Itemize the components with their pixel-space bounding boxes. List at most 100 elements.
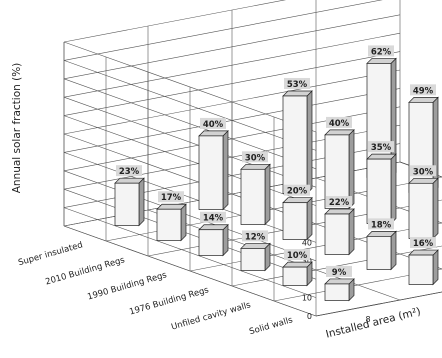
bar-side — [432, 177, 439, 240]
bar: 16% — [408, 237, 439, 286]
bar-top — [198, 224, 229, 231]
data-label: 9% — [332, 268, 347, 278]
bar-top — [282, 197, 313, 204]
bar-front — [366, 236, 392, 270]
bar: 17% — [156, 191, 187, 242]
bar: 18% — [366, 218, 397, 271]
bar-front — [408, 182, 434, 239]
bar: 9% — [324, 265, 355, 302]
floor-gridline — [63, 225, 317, 317]
bar-side — [390, 153, 397, 225]
data-label-bg — [326, 265, 352, 277]
bar: 30% — [240, 151, 271, 226]
bar-front — [408, 254, 434, 285]
bar-top — [114, 177, 145, 184]
bar-side — [390, 230, 397, 271]
data-label: 53% — [287, 80, 308, 90]
data-label: 35% — [371, 143, 392, 153]
bar: 10% — [282, 249, 313, 287]
data-label: 23% — [119, 167, 140, 177]
x-axis-title: Installed area (m²) — [325, 305, 422, 340]
bar-side — [432, 249, 439, 286]
bar-top — [366, 153, 397, 160]
y-tick-label: 10 — [302, 294, 312, 303]
bar-top — [282, 261, 313, 268]
data-label-bg — [116, 165, 142, 177]
data-label-bg — [368, 45, 394, 57]
bar: 14% — [198, 211, 229, 257]
bar-top — [198, 130, 229, 137]
data-label: 40% — [203, 120, 224, 130]
data-label: 16% — [413, 239, 434, 249]
bar-side — [348, 208, 355, 256]
bar-top — [156, 203, 187, 210]
bar-top — [408, 96, 439, 103]
data-label: 30% — [245, 153, 266, 163]
data-label-bg — [284, 249, 310, 261]
floor-gridline — [315, 291, 442, 317]
bar-side — [264, 163, 271, 226]
bar: 30% — [408, 165, 439, 240]
bar-top — [408, 177, 439, 184]
data-label: 49% — [413, 86, 434, 96]
bar-top — [282, 90, 313, 97]
data-label: 30% — [413, 167, 434, 177]
bar: 20% — [282, 184, 313, 241]
data-label-bg — [200, 117, 226, 129]
bar-front — [282, 266, 308, 286]
bar-front — [366, 158, 392, 224]
floor-gridline — [315, 177, 442, 224]
bar-front — [156, 208, 182, 241]
data-label-bg — [410, 84, 436, 96]
bar-top — [240, 243, 271, 249]
data-label: 40% — [329, 119, 350, 129]
bar-top — [324, 129, 355, 136]
bar: 12% — [240, 230, 271, 272]
bar-top — [240, 163, 271, 170]
bar-top — [366, 58, 397, 64]
bar-front — [282, 202, 308, 240]
bar-front — [198, 229, 224, 256]
y-axis-title: Annual solar fraction (%) — [11, 63, 23, 194]
bar-top — [324, 278, 355, 285]
category-label: 1990 Building Regs — [86, 270, 168, 302]
data-label-bg — [242, 230, 268, 242]
data-label-bg — [242, 151, 268, 163]
bar-side — [180, 203, 187, 242]
data-label-bg — [200, 211, 226, 223]
data-label: 14% — [203, 214, 224, 224]
bar-side — [222, 130, 229, 211]
bar-top — [408, 249, 439, 256]
y-tick-label: 40 — [302, 238, 312, 247]
bar-side — [306, 90, 313, 195]
category-label: 1976 Building Regs — [128, 285, 210, 317]
category-label: 2010 Building Regs — [44, 255, 126, 287]
data-label: 62% — [371, 47, 392, 57]
bar: 22% — [324, 196, 355, 256]
bar-top — [366, 231, 397, 237]
bar: 40% — [198, 117, 229, 211]
y-tick-label: 0 — [307, 312, 312, 321]
bars: 23%40%53%62%17%30%40%49%14%20%35%42%12%2… — [114, 45, 439, 302]
bar-side — [138, 177, 145, 227]
data-label-bg — [326, 196, 352, 208]
data-label-bg — [326, 116, 352, 128]
data-label: 12% — [245, 232, 266, 242]
data-label-bg — [158, 191, 184, 203]
data-label-bg — [284, 184, 310, 196]
bar-front — [240, 248, 266, 271]
category-label: Solid walls — [248, 315, 294, 337]
bar: 35% — [366, 141, 397, 225]
bar-front — [282, 95, 308, 194]
data-label: 10% — [287, 251, 308, 261]
y-tick-label: 30 — [302, 257, 312, 266]
data-label-bg — [368, 141, 394, 153]
data-label-bg — [284, 77, 310, 89]
data-label-bg — [368, 218, 394, 230]
data-label-bg — [410, 237, 436, 249]
floor-gridline — [231, 193, 442, 270]
bar-front — [240, 168, 266, 225]
category-label: Super insulated — [17, 240, 84, 268]
